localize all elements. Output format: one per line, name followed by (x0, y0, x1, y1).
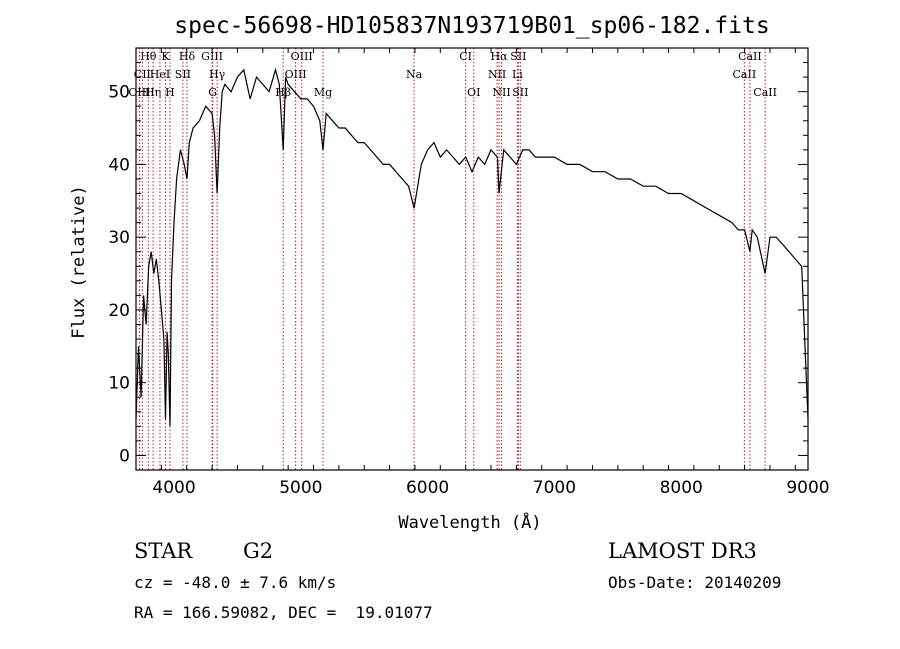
y-tick-label: 10 (108, 374, 130, 394)
x-tick-label: 9000 (786, 478, 829, 498)
spectrum-line (135, 67, 809, 427)
spectral-line-label: Hα (490, 50, 508, 63)
cz-text: cz = -48.0 ± 7.6 km/s (134, 573, 337, 592)
y-tick-label: 20 (108, 301, 130, 321)
x-tick-label: 4000 (152, 478, 195, 498)
x-tick-label: 5000 (279, 478, 322, 498)
spectral-line-label: HeI (150, 68, 170, 81)
spectral-line-label: G (208, 86, 217, 99)
spectral-line-label: NII (492, 86, 510, 99)
y-tick-label: 40 (108, 155, 130, 175)
spectral-line-label: CI (459, 50, 472, 63)
spectral-line-label: Hβ (275, 86, 291, 99)
spectral-line-label: CaII (738, 50, 762, 63)
spectral-line-label: SII (175, 68, 191, 81)
chart-title: spec-56698-HD105837N193719B01_sp06-182.f… (174, 13, 769, 39)
x-tick-label: 7000 (533, 478, 576, 498)
y-axis-label: Flux (relative) (69, 185, 89, 339)
spectral-line-label: CII (134, 68, 151, 81)
y-tick-label: 0 (119, 446, 130, 466)
spectral-line-label: Hγ (209, 68, 226, 81)
spectral-line-label: SII (510, 50, 526, 63)
subclass-label: G2 (243, 539, 274, 563)
y-tick-label: 50 (108, 83, 130, 103)
spectral-line-label: Li (512, 68, 523, 81)
spectral-line-label: CaII (753, 86, 777, 99)
x-axis-label: Wavelength (Å) (398, 511, 541, 533)
spectral-line-label: Mg (314, 86, 332, 99)
spectral-line-label: Hδ (179, 50, 196, 63)
spectral-line-label: NII (488, 68, 506, 81)
spectral-line-label: SII (512, 86, 528, 99)
x-tick-label: 8000 (660, 478, 703, 498)
y-tick-label: 30 (108, 228, 130, 248)
spectral-line-label: Na (406, 68, 423, 81)
spectral-line-label: OIII (291, 50, 313, 63)
x-tick-label: 6000 (406, 478, 449, 498)
survey-label: LAMOST DR3 (608, 539, 757, 563)
class-label: STAR (134, 539, 193, 563)
spectral-line-label: CaII (733, 68, 757, 81)
obs-date-text: Obs-Date: 20140209 (608, 573, 782, 592)
spectral-line-label: OIII (128, 86, 150, 99)
spectral-line-label: OIII (285, 68, 307, 81)
plot-frame (135, 47, 809, 471)
spectral-line-label: OI (467, 86, 480, 99)
spectral-line-label: Hη (145, 86, 161, 99)
spectral-line-label: H (165, 86, 175, 99)
spectral-line-label: K (161, 50, 170, 63)
radec-text: RA = 166.59082, DEC = 19.01077 (134, 603, 433, 622)
